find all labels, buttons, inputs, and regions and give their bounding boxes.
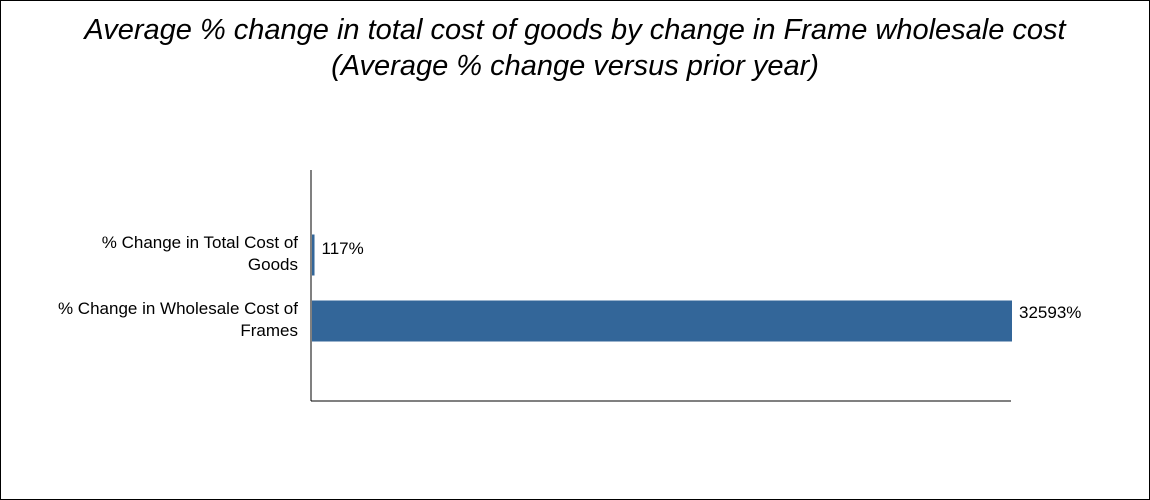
data-labels: 117% 32593% (322, 239, 1082, 322)
chart-title: Average % change in total cost of goods … (0, 12, 1150, 118)
category-label-0-line-1: Goods (248, 255, 298, 274)
category-label-1: % Change in Wholesale Cost of Frames (58, 299, 298, 340)
category-labels: % Change in Total Cost of Goods% Change i… (58, 233, 298, 340)
bar-0 (312, 234, 315, 276)
chart-title-line-2: (Average % change versus prior year) (331, 50, 819, 82)
category-label-1-line-0: % Change in Wholesale Cost of (58, 299, 298, 318)
chart-title-line-1: Average % change in total cost of goods … (84, 14, 1066, 46)
data-label-0: 117% (322, 239, 364, 258)
category-label-0-line-0: % Change in Total Cost of (102, 233, 299, 252)
category-label-0: % Change in Total Cost of Goods (102, 233, 299, 274)
data-label-1: 32593% (1019, 303, 1081, 322)
bar-1 (312, 300, 1012, 342)
bars-group (312, 234, 1012, 342)
category-label-1-line-1: Frames (240, 321, 298, 340)
